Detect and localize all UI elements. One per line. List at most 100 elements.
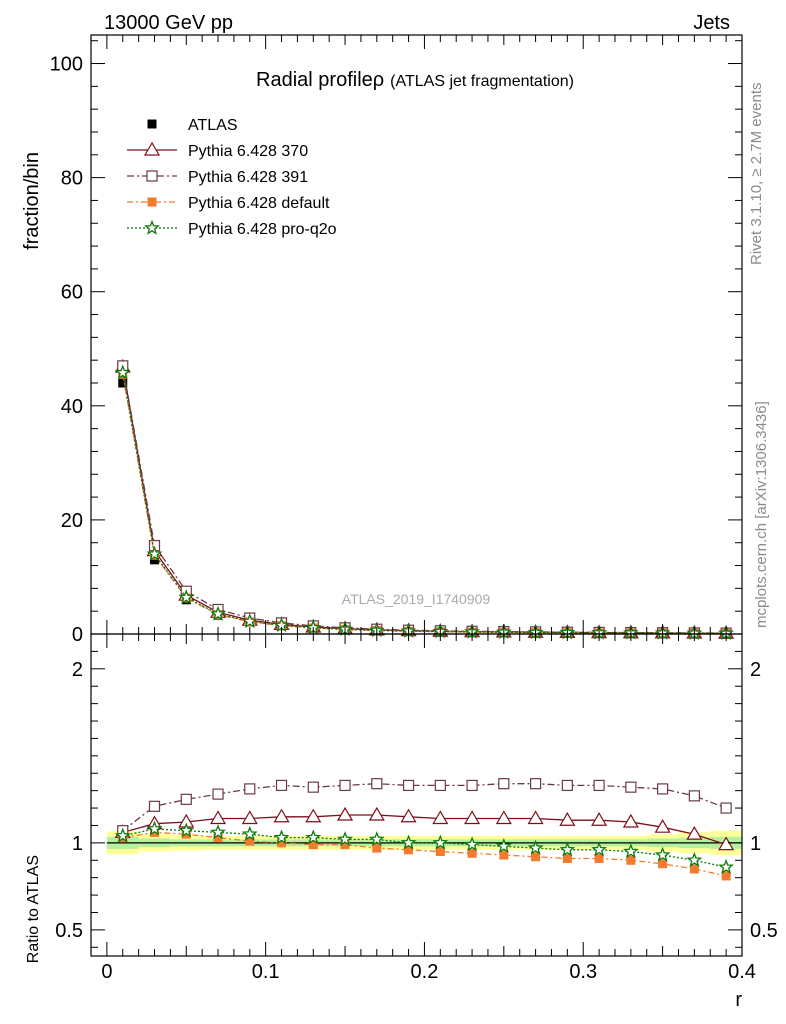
- point-pythia-6-428-pro-q2o: [337, 831, 353, 847]
- ratio-y-tick-label-right: 2: [750, 659, 761, 681]
- point-pythia-6-428-default: [404, 845, 414, 855]
- x-tick-label: 0.3: [569, 961, 597, 983]
- point-pythia-6-428-391: [244, 783, 256, 795]
- point-pythia-6-428-391: [212, 788, 224, 800]
- point-pythia-6-428-pro-q2o: [114, 364, 131, 380]
- ratio-y-tick-label-right: 0.5: [750, 920, 778, 942]
- point-pythia-6-428-370: [495, 810, 512, 825]
- point-pythia-6-428-pro-q2o: [718, 858, 735, 874]
- series-line-pythia-6-428-370: [122, 814, 727, 846]
- ratio-y-tick-label-right: 1: [750, 833, 761, 855]
- process-label: Jets: [693, 12, 730, 34]
- point-pythia-6-428-391: [466, 779, 478, 792]
- point-pythia-6-428-391: [529, 778, 542, 790]
- point-pythia-6-428-370: [559, 812, 576, 826]
- point-pythia-6-428-391: [657, 783, 669, 795]
- point-pythia-6-428-370: [464, 810, 481, 825]
- legend: ATLAS Pythia 6.428 370 Pythia 6.428 391 Pyt…: [127, 117, 337, 238]
- point-pythia-6-428-default: [372, 843, 382, 853]
- point-pythia-6-428-pro-q2o: [178, 589, 195, 605]
- x-axis-title: r: [735, 989, 742, 1011]
- x-tick-label: 0.4: [728, 961, 756, 983]
- rivet-label: Rivet 3.1.10, ≥ 2.7M events: [748, 83, 765, 266]
- point-pythia-6-428-default: [435, 847, 445, 857]
- legend-label-pythia-6-428-370: Pythia 6.428 370: [188, 143, 308, 160]
- main-y-tick-label: 0: [72, 624, 83, 646]
- title-sub: (ATLAS jet fragmentation): [390, 73, 574, 90]
- ratio-y-tick-label: 2: [72, 659, 83, 681]
- point-pythia-6-428-pro-q2o: [210, 605, 226, 621]
- point-pythia-6-428-370: [527, 810, 544, 825]
- point-pythia-6-428-pro-q2o: [400, 834, 417, 850]
- point-pythia-6-428-pro-q2o: [114, 827, 131, 843]
- point-pythia-6-428-391: [402, 779, 415, 792]
- point-pythia-6-428-370: [273, 808, 290, 823]
- point-pythia-6-428-391: [307, 781, 319, 793]
- title-symbol: ρ: [373, 69, 384, 91]
- point-pythia-6-428-default: [499, 850, 509, 860]
- ratio-y-tick-label: 1: [72, 833, 83, 855]
- point-pythia-6-428-default: [277, 838, 287, 848]
- point-pythia-6-428-pro-q2o: [146, 545, 163, 561]
- main-y-tick-label: 60: [61, 282, 83, 304]
- main-y-tick-label: 20: [61, 510, 83, 532]
- legend-marker-pythia-6-428-pro-q2o: [144, 219, 160, 235]
- point-pythia-6-428-391: [625, 781, 637, 793]
- point-pythia-6-428-pro-q2o: [495, 838, 512, 854]
- legend-marker-pythia-6-428-default: [147, 197, 157, 207]
- legend-label-pythia-6-428-pro-q2o: Pythia 6.428 pro-q2o: [188, 221, 337, 238]
- point-pythia-6-428-pro-q2o: [146, 820, 163, 836]
- point-pythia-6-428-pro-q2o: [622, 843, 639, 859]
- title-main: Radial profile: [256, 69, 373, 91]
- point-pythia-6-428-pro-q2o: [210, 824, 226, 840]
- point-pythia-6-428-pro-q2o: [686, 851, 703, 867]
- point-pythia-6-428-391: [275, 779, 288, 792]
- legend-marker-pythia-6-428-391: [146, 170, 158, 182]
- point-pythia-6-428-default: [562, 854, 572, 864]
- point-pythia-6-428-pro-q2o: [527, 839, 544, 855]
- point-pythia-6-428-default: [689, 864, 699, 874]
- point-pythia-6-428-pro-q2o: [368, 831, 385, 847]
- point-pythia-6-428-default: [658, 859, 668, 869]
- point-pythia-6-428-default: [308, 840, 318, 850]
- point-pythia-6-428-pro-q2o: [178, 822, 195, 838]
- point-pythia-6-428-pro-q2o: [654, 846, 671, 862]
- point-pythia-6-428-391: [434, 779, 446, 792]
- ratio-series-group: [114, 778, 735, 881]
- series-line-pythia-6-428-pro-q2o: [122, 828, 727, 868]
- point-pythia-6-428-370: [591, 812, 608, 826]
- point-pythia-6-428-default: [626, 855, 636, 865]
- point-pythia-6-428-pro-q2o: [241, 613, 258, 629]
- ratio-y-tick-label: 0.5: [55, 920, 83, 942]
- point-pythia-6-428-370: [337, 806, 354, 821]
- main-y-tick-label: 40: [61, 396, 83, 418]
- point-pythia-6-428-pro-q2o: [559, 841, 576, 857]
- point-pythia-6-428-370: [241, 810, 258, 825]
- plot-title: Radial profileρ (ATLAS jet fragmentation): [256, 69, 574, 91]
- x-tick-label: 0.1: [252, 961, 280, 983]
- legend-label-pythia-6-428-default: Pythia 6.428 default: [188, 195, 330, 212]
- y-axis-title-main: fraction/bin: [21, 152, 43, 250]
- point-pythia-6-428-391: [720, 802, 732, 814]
- point-atlas: [118, 378, 128, 388]
- point-pythia-6-428-370: [368, 806, 385, 821]
- ratio-panel-frame: [90, 633, 743, 957]
- legend-marker-pythia-6-428-370: [143, 141, 161, 156]
- point-pythia-6-428-default: [594, 854, 604, 864]
- point-pythia-6-428-370: [686, 825, 703, 840]
- point-pythia-6-428-370: [654, 819, 671, 833]
- point-pythia-6-428-pro-q2o: [432, 834, 449, 850]
- point-pythia-6-428-default: [245, 836, 255, 846]
- point-pythia-6-428-370: [209, 810, 227, 825]
- x-tick-label: 0.2: [411, 961, 439, 983]
- analysis-label: ATLAS_2019_I1740909: [342, 591, 491, 607]
- legend-label-pythia-6-428-391: Pythia 6.428 391: [188, 169, 308, 186]
- point-pythia-6-428-default: [340, 840, 350, 850]
- point-pythia-6-428-pro-q2o: [273, 829, 290, 845]
- point-pythia-6-428-370: [432, 810, 449, 825]
- point-pythia-6-428-391: [498, 778, 510, 790]
- energy-label: 13000 GeV pp: [104, 12, 233, 34]
- point-pythia-6-428-pro-q2o: [591, 841, 607, 857]
